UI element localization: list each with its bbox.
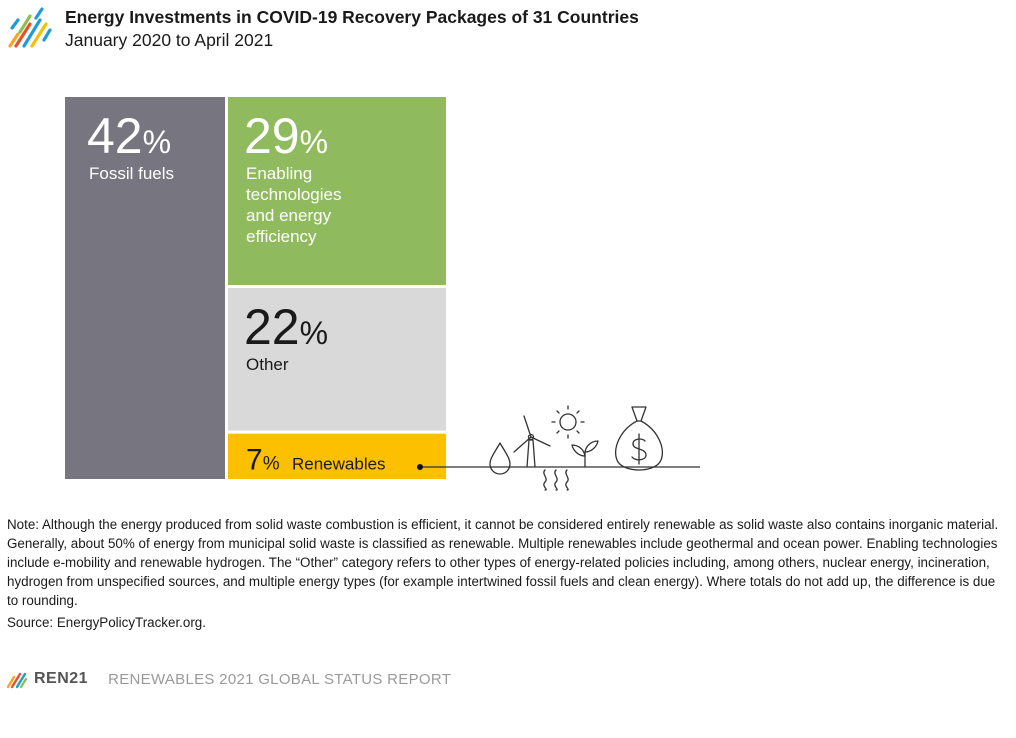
chart-subtitle: January 2020 to April 2021 — [65, 30, 274, 50]
sun-icon — [551, 405, 585, 439]
category-label-fossil-fuels: Fossil fuels — [89, 164, 174, 183]
money-bag-icon — [614, 406, 664, 471]
unit-label-fossil-fuels: % — [143, 124, 171, 160]
category-label-enabling-technologies: efficiency — [246, 227, 317, 246]
unit-label-other: % — [300, 315, 328, 351]
chart-title: Energy Investments in COVID-19 Recovery … — [65, 7, 639, 27]
category-label-other: Other — [246, 355, 289, 374]
chart-source: Source: EnergyPolicyTracker.org. — [7, 615, 206, 630]
tile-fossil-fuels — [65, 97, 225, 479]
category-label-enabling-technologies: and energy — [246, 206, 332, 225]
tile-other — [228, 288, 446, 431]
tile-renewables — [228, 433, 446, 479]
category-label-enabling-technologies: technologies — [246, 185, 341, 204]
water-drop-icon — [489, 442, 511, 475]
footer: REN21 RENEWABLES 2021 GLOBAL STATUS REPO… — [6, 666, 451, 692]
tile-enabling-technologies — [228, 97, 446, 285]
unit-label-renewables: % — [263, 454, 280, 475]
treemap-chart: 42%Fossil fuels29%Enablingtechnologiesan… — [65, 97, 700, 491]
unit-label-enabling-technologies: % — [300, 124, 328, 160]
footer-report-title: RENEWABLES 2021 GLOBAL STATUS REPORT — [108, 670, 452, 688]
category-label-renewables: Renewables — [292, 455, 386, 474]
ren21-footer-logo-icon — [6, 672, 28, 689]
wind-turbine-icon — [513, 415, 551, 468]
plant-sprout-icon — [571, 440, 599, 468]
chart-note: Note: Although the energy produced from … — [7, 517, 999, 608]
ren21-logo-icon — [8, 7, 52, 48]
category-label-enabling-technologies: Enabling — [246, 164, 312, 183]
renewables-connector-dot — [417, 464, 423, 470]
footer-brand: REN21 — [34, 670, 89, 687]
geothermal-heat-icon — [543, 469, 569, 491]
